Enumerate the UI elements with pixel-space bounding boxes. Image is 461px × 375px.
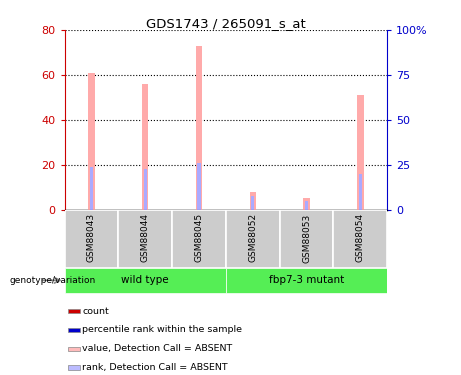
Text: genotype/variation: genotype/variation — [9, 276, 95, 285]
Text: rank, Detection Call = ABSENT: rank, Detection Call = ABSENT — [82, 363, 228, 372]
Bar — [226, 210, 280, 268]
Bar — [90, 167, 93, 210]
Bar — [144, 169, 147, 210]
Text: fbp7-3 mutant: fbp7-3 mutant — [269, 275, 344, 285]
Bar — [172, 210, 226, 268]
Bar — [65, 268, 226, 293]
Bar — [249, 192, 256, 210]
Bar — [197, 163, 201, 210]
Bar — [305, 201, 308, 210]
Bar — [357, 95, 364, 210]
Bar — [280, 210, 333, 268]
Bar — [359, 174, 362, 210]
Bar — [142, 84, 148, 210]
Text: GDS1743 / 265091_s_at: GDS1743 / 265091_s_at — [146, 17, 306, 30]
Text: value, Detection Call = ABSENT: value, Detection Call = ABSENT — [82, 344, 232, 353]
Bar — [65, 210, 118, 268]
Bar — [196, 46, 202, 210]
Bar — [333, 210, 387, 268]
Text: GSM88054: GSM88054 — [356, 213, 365, 262]
Bar — [68, 365, 80, 370]
Text: GSM88045: GSM88045 — [195, 213, 203, 262]
Bar — [118, 210, 172, 268]
Bar — [303, 198, 310, 210]
Text: percentile rank within the sample: percentile rank within the sample — [82, 326, 242, 334]
Text: GSM88052: GSM88052 — [248, 213, 257, 262]
Bar — [68, 309, 80, 313]
Text: count: count — [82, 307, 109, 316]
Bar — [88, 73, 95, 210]
Text: GSM88053: GSM88053 — [302, 213, 311, 262]
Text: GSM88043: GSM88043 — [87, 213, 96, 262]
Bar — [68, 328, 80, 332]
Bar — [251, 196, 254, 210]
Text: wild type: wild type — [121, 275, 169, 285]
Bar — [226, 268, 387, 293]
Text: GSM88044: GSM88044 — [141, 213, 150, 262]
Bar — [68, 346, 80, 351]
